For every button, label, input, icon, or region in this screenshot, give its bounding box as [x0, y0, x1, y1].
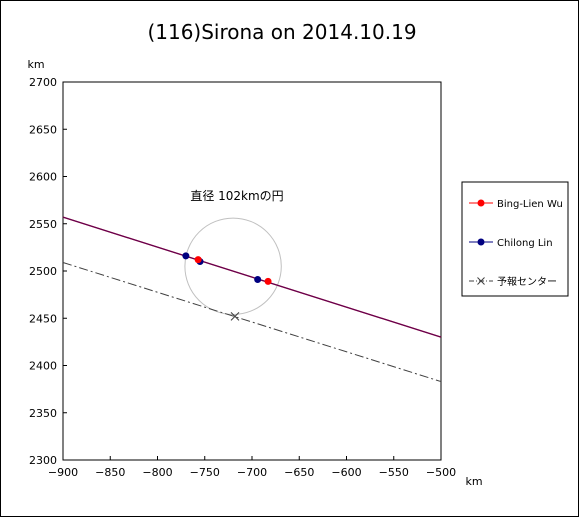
legend: Bing-Lien Wu Chilong Lin 予報センター	[461, 181, 569, 297]
x-tick-label: −800	[142, 466, 172, 479]
x-tick-label: −700	[237, 466, 267, 479]
chilong-lin-chord-line	[62, 216, 442, 338]
legend-entry-chilong-lin: Chilong Lin	[469, 238, 553, 249]
bing-lien-wu-point	[264, 277, 272, 285]
x-tick-label: −750	[190, 466, 220, 479]
prediction-center-marker	[230, 312, 240, 321]
y-tick-label: 2400	[29, 360, 57, 373]
x-tick-label: −650	[284, 466, 314, 479]
prediction-marker-stroke	[230, 312, 240, 321]
y-tick-label: 2650	[29, 123, 57, 136]
chilong-lin-point	[254, 276, 262, 284]
prediction-center-line	[62, 262, 442, 383]
x-axis-ticks: −900 −850 −800 −750 −700 −650 −600 −550 −500	[48, 456, 456, 479]
bing-lien-wu-point	[194, 256, 202, 264]
legend-marker	[477, 238, 485, 246]
legend-entry-bing-lien-wu: Bing-Lien Wu	[469, 199, 563, 210]
y-tick-label: 2450	[29, 312, 57, 325]
x-axis-unit-label: km	[465, 475, 482, 488]
x-tick-label: −500	[426, 466, 456, 479]
y-tick-label: 2350	[29, 407, 57, 420]
legend-marker	[477, 277, 485, 285]
y-tick-label: 2300	[29, 454, 57, 467]
y-tick-label: 2550	[29, 218, 57, 231]
plot-content	[62, 216, 442, 383]
y-tick-label: 2500	[29, 265, 57, 278]
x-tick-label: −850	[95, 466, 125, 479]
legend-label: Bing-Lien Wu	[497, 199, 563, 210]
y-axis-ticks: 2300 2350 2400 2450 2500 2550 2600 2650 2700	[29, 76, 67, 467]
chart-title: (116)Sirona on 2014.10.19	[147, 20, 416, 44]
x-tick-label: −550	[379, 466, 409, 479]
chilong-lin-point	[182, 252, 190, 260]
y-axis-unit-label: km	[27, 58, 44, 71]
y-tick-label: 2700	[29, 76, 57, 89]
circle-annotation: 直径 102kmの円	[190, 189, 283, 203]
x-tick-label: −600	[331, 466, 361, 479]
plot-area	[62, 81, 442, 461]
y-tick-label: 2600	[29, 171, 57, 184]
x-tick-label: −900	[48, 466, 78, 479]
legend-label: 予報センター	[497, 276, 557, 288]
legend-entry-prediction: 予報センター	[469, 276, 557, 288]
legend-marker	[477, 199, 485, 207]
legend-label: Chilong Lin	[497, 238, 553, 249]
